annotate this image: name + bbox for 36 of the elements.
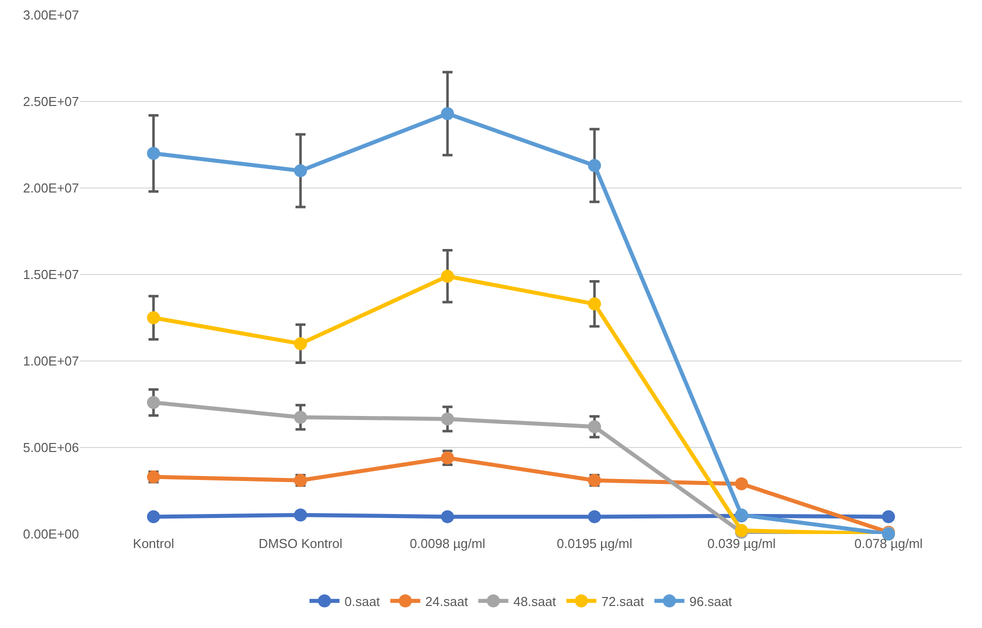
point bbox=[441, 412, 454, 426]
point bbox=[147, 510, 160, 524]
x-tick-label: Kontrol bbox=[132, 536, 174, 551]
point bbox=[882, 510, 895, 524]
point bbox=[441, 107, 454, 120]
x-tick-label: 0.078 µg/ml bbox=[854, 536, 923, 551]
point bbox=[147, 311, 160, 324]
point bbox=[441, 270, 454, 283]
y-tick-label: 2.50E+07 bbox=[22, 94, 79, 110]
y-tick-label: 1.00E+07 bbox=[22, 354, 79, 369]
point bbox=[294, 410, 307, 424]
point bbox=[735, 477, 748, 490]
point bbox=[147, 146, 160, 160]
x-tick-label: 0.0098 µg/ml bbox=[410, 536, 486, 551]
point bbox=[294, 164, 307, 178]
point bbox=[294, 508, 307, 522]
legend-label: 0.saat bbox=[344, 594, 380, 609]
point bbox=[588, 420, 601, 434]
point bbox=[147, 396, 160, 410]
point bbox=[294, 337, 307, 350]
legend-label: 48.saat bbox=[513, 594, 556, 609]
x-tick-label: 0.039 µg/ml bbox=[707, 536, 776, 551]
y-tick-label: 5.00E+06 bbox=[22, 440, 79, 456]
legend-label: 24.saat bbox=[425, 594, 468, 609]
point bbox=[588, 159, 601, 172]
legend-label: 96.saat bbox=[689, 594, 732, 609]
legend-label: 72.saat bbox=[601, 594, 644, 609]
point bbox=[441, 510, 454, 524]
point bbox=[588, 510, 601, 524]
y-tick-label: 1.50E+07 bbox=[22, 267, 79, 282]
y-tick-label: 3.00E+07 bbox=[22, 8, 79, 23]
x-tick-label: 0.0195 µg/ml bbox=[556, 536, 632, 551]
y-tick-label: 2.00E+07 bbox=[22, 180, 79, 196]
point bbox=[588, 297, 601, 310]
y-tick-label: 0.00E+00 bbox=[22, 526, 79, 542]
x-tick-label: DMSO Kontrol bbox=[258, 536, 343, 551]
